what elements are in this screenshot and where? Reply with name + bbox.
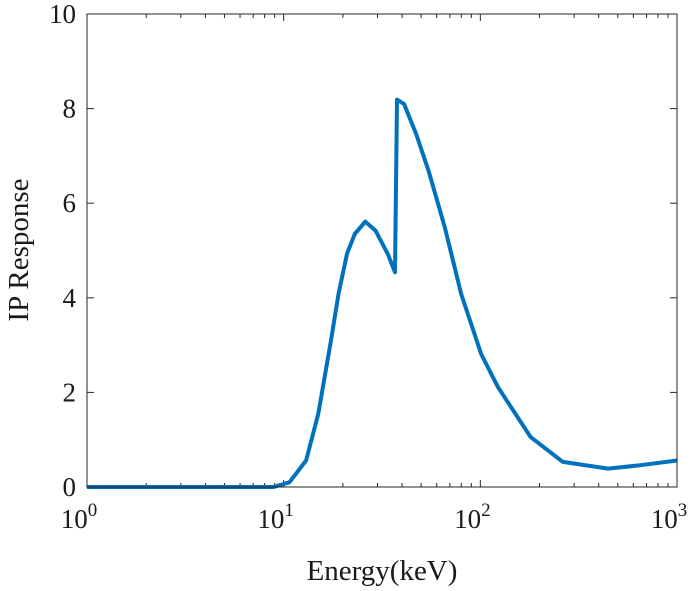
series-line-ip-response bbox=[87, 97, 678, 489]
x-tick-label: 100 bbox=[61, 500, 98, 534]
x-tick-label: 103 bbox=[651, 500, 688, 534]
y-tick-label: 4 bbox=[63, 283, 77, 313]
x-axis-label: Energy(keV) bbox=[307, 555, 458, 587]
y-tick-label: 10 bbox=[49, 0, 76, 29]
plot-frame bbox=[86, 13, 678, 488]
axis-ticks bbox=[86, 13, 677, 488]
y-axis-label: IP Response bbox=[3, 178, 35, 321]
x-tick-label: 101 bbox=[257, 500, 294, 534]
tick-labels: 100 101 102 103 0 2 4 6 8 10 bbox=[49, 0, 687, 534]
y-tick-label: 6 bbox=[63, 188, 77, 218]
y-tick-label: 2 bbox=[63, 377, 77, 407]
x-tick-label: 102 bbox=[454, 500, 491, 534]
y-tick-label: 0 bbox=[63, 472, 77, 502]
y-tick-label: 8 bbox=[63, 94, 77, 124]
